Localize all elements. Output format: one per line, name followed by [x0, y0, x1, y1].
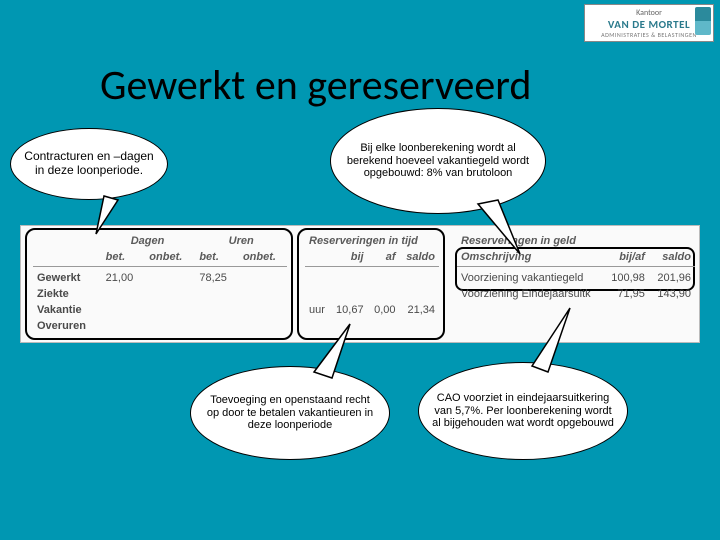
table-res-geld: Reserveringen in geld Omschrijving bij/a…	[455, 232, 697, 303]
logo-line3: ADMINISTRATIES & BELASTINGEN	[601, 31, 697, 39]
row-ziekte: Ziekte	[33, 287, 100, 301]
payslip-snippet: Dagen Uren bet. onbet. bet. onbet. Gewer…	[20, 225, 700, 343]
callout-vakantiegeld: Bij elke loonberekening wordt al bereken…	[330, 108, 546, 214]
val-gewerkt-dagen: 21,00	[102, 271, 144, 285]
hdr-onbet1: onbet.	[145, 250, 193, 264]
page-title: Gewerkt en gereserveerd	[100, 60, 531, 111]
hdr-onbet2: onbet.	[239, 250, 287, 264]
val-gewerkt-uren: 78,25	[195, 271, 237, 285]
mid-label: uur	[305, 303, 329, 317]
logo-line1: Kantoor	[636, 8, 662, 18]
mid-bij: 10,67	[331, 303, 367, 317]
callout-vakantieuren-text: Toevoeging en openstaand recht op door t…	[203, 394, 377, 432]
callout-contracturen: Contracturen en –dagen in deze loonperio…	[10, 128, 168, 200]
r0-saldo: 201,96	[651, 271, 695, 285]
r1-saldo: 143,90	[651, 287, 695, 301]
hdr-bet1: bet.	[102, 250, 144, 264]
hdr-saldo: saldo	[402, 250, 439, 264]
logo-line2: VAN DE MORTEL	[608, 18, 690, 31]
callout-eindejaars-text: CAO voorziet in eindejaarsuitkering van …	[431, 392, 615, 430]
row-overuren: Overuren	[33, 319, 100, 333]
hdr-res-geld: Reserveringen in geld	[457, 234, 695, 248]
hdr-res-tijd: Reserveringen in tijd	[305, 234, 439, 248]
callout-vakantieuren: Toevoeging en openstaand recht op door t…	[190, 366, 390, 460]
callout-vakantiegeld-text: Bij elke loonberekening wordt al bereken…	[343, 142, 533, 180]
hdr-dagen: Dagen	[102, 234, 194, 248]
callout-contracturen-text: Contracturen en –dagen in deze loonperio…	[23, 150, 155, 178]
mid-saldo: 21,34	[402, 303, 439, 317]
hdr-omschr: Omschrijving	[457, 250, 603, 264]
r0-bijaf: 100,98	[605, 271, 649, 285]
r0-omschr: Voorziening vakantiegeld	[457, 271, 603, 285]
logo-flag-icon	[695, 7, 711, 35]
table-dagen-uren: Dagen Uren bet. onbet. bet. onbet. Gewer…	[31, 232, 289, 335]
row-vakantie: Vakantie	[33, 303, 100, 317]
mid-af: 0,00	[370, 303, 400, 317]
logo: Kantoor VAN DE MORTEL ADMINISTRATIES & B…	[584, 4, 714, 42]
r1-omschr: Voorziening Eindejaarsuitk	[457, 287, 603, 301]
hdr-bet2: bet.	[195, 250, 237, 264]
r1-bijaf: 71,95	[605, 287, 649, 301]
hdr-af: af	[370, 250, 400, 264]
hdr-bijaf: bij/af	[605, 250, 649, 264]
row-gewerkt: Gewerkt	[33, 271, 100, 285]
table-res-tijd: Reserveringen in tijd bij af saldo uur 1…	[303, 232, 441, 319]
hdr-uren: Uren	[195, 234, 287, 248]
hdr-saldo2: saldo	[651, 250, 695, 264]
callout-eindejaars: CAO voorziet in eindejaarsuitkering van …	[418, 362, 628, 460]
hdr-bij: bij	[331, 250, 367, 264]
